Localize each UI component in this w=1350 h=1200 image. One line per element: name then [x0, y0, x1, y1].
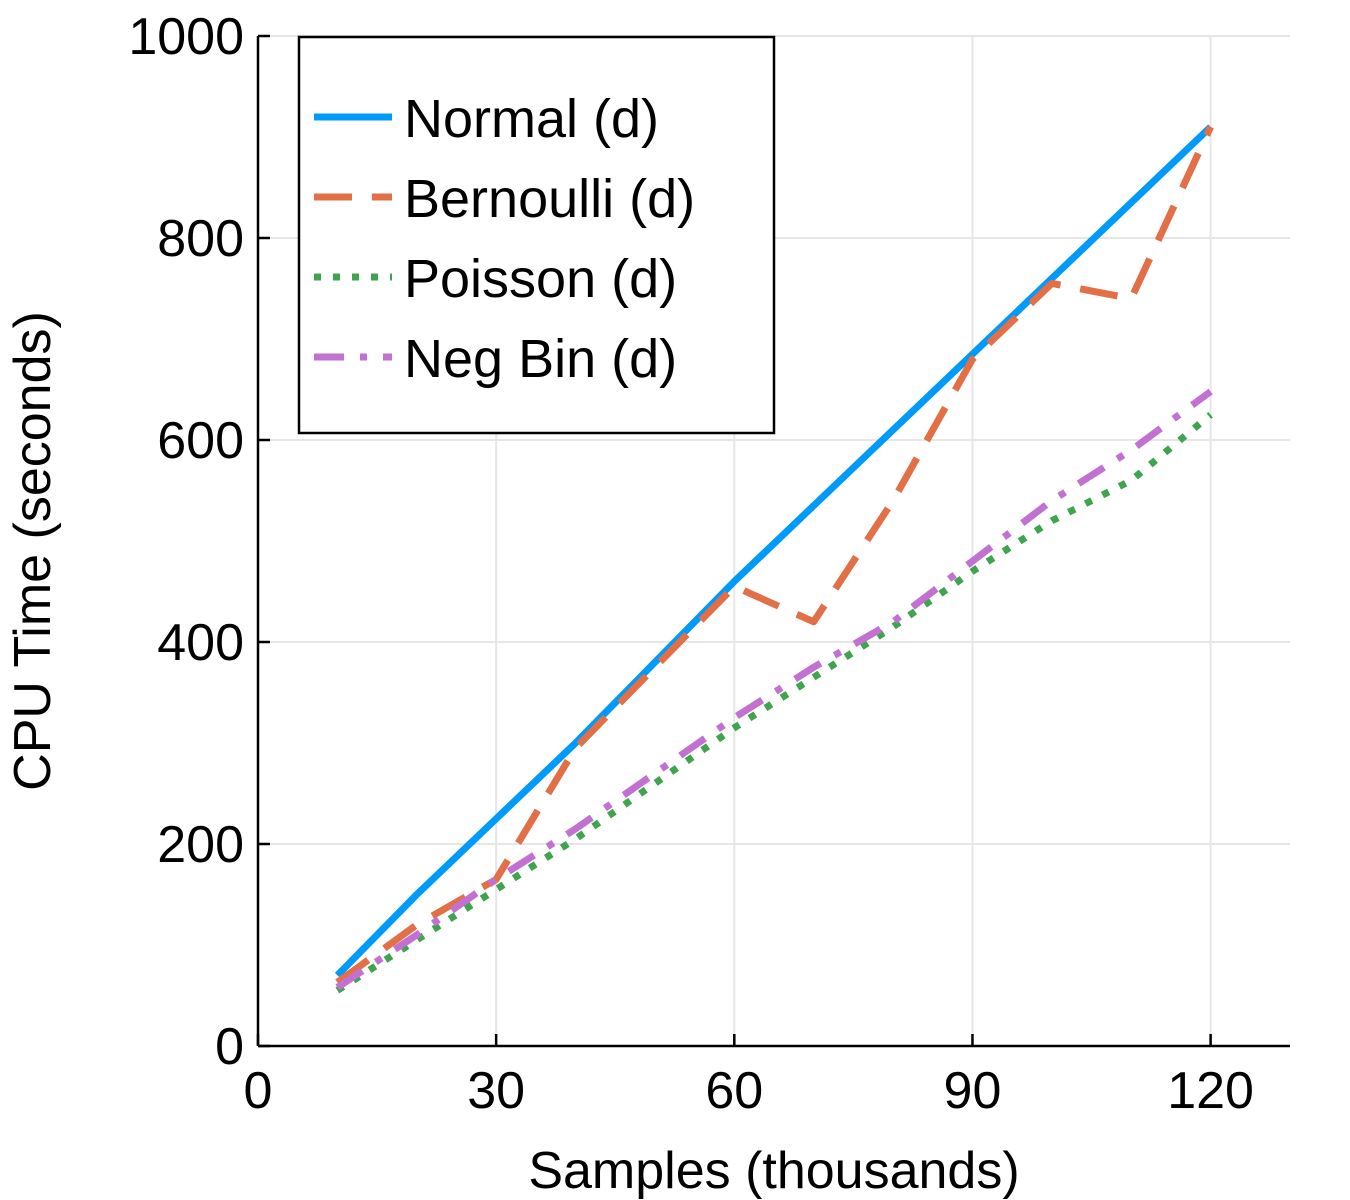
series-lines: [334, 124, 1214, 994]
legend-box: [297, 35, 776, 435]
y-tick-label-5: 1000: [128, 8, 244, 66]
x-tick-label-0: 0: [244, 1062, 273, 1120]
legend: Normal (d) Bernoulli (d) Poisson (d) Neg Bi…: [297, 35, 776, 435]
x-axis-title: Samples (thousands): [528, 1142, 1019, 1200]
series-line-0: [334, 124, 1214, 978]
series-line-1: [335, 125, 1214, 986]
legend-label-3: Neg Bin (d): [404, 329, 677, 389]
y-tick-label-1: 200: [157, 816, 244, 874]
y-tick-label-3: 600: [157, 412, 244, 470]
x-tick-label-3: 90: [944, 1062, 1002, 1120]
x-tick-label-2: 60: [705, 1062, 763, 1120]
legend-label-2: Poisson (d): [404, 249, 677, 309]
y-tick-label-4: 800: [157, 210, 244, 268]
tick-labels: 0 30 60 90 120 0 200 400 600 800 1000: [128, 8, 1254, 1120]
y-tick-label-2: 400: [157, 614, 244, 672]
axes: [256, 34, 1290, 1048]
series-line-3: [335, 388, 1213, 991]
legend-label-0: Normal (d): [404, 89, 659, 149]
legend-label-1: Bernoulli (d): [404, 169, 695, 229]
x-tick-label-1: 30: [467, 1062, 525, 1120]
x-tick-label-4: 120: [1167, 1062, 1254, 1120]
y-tick-label-0: 0: [215, 1018, 244, 1076]
series-line-2: [335, 412, 1213, 994]
y-axis-title: CPU Time (seconds): [4, 311, 62, 791]
